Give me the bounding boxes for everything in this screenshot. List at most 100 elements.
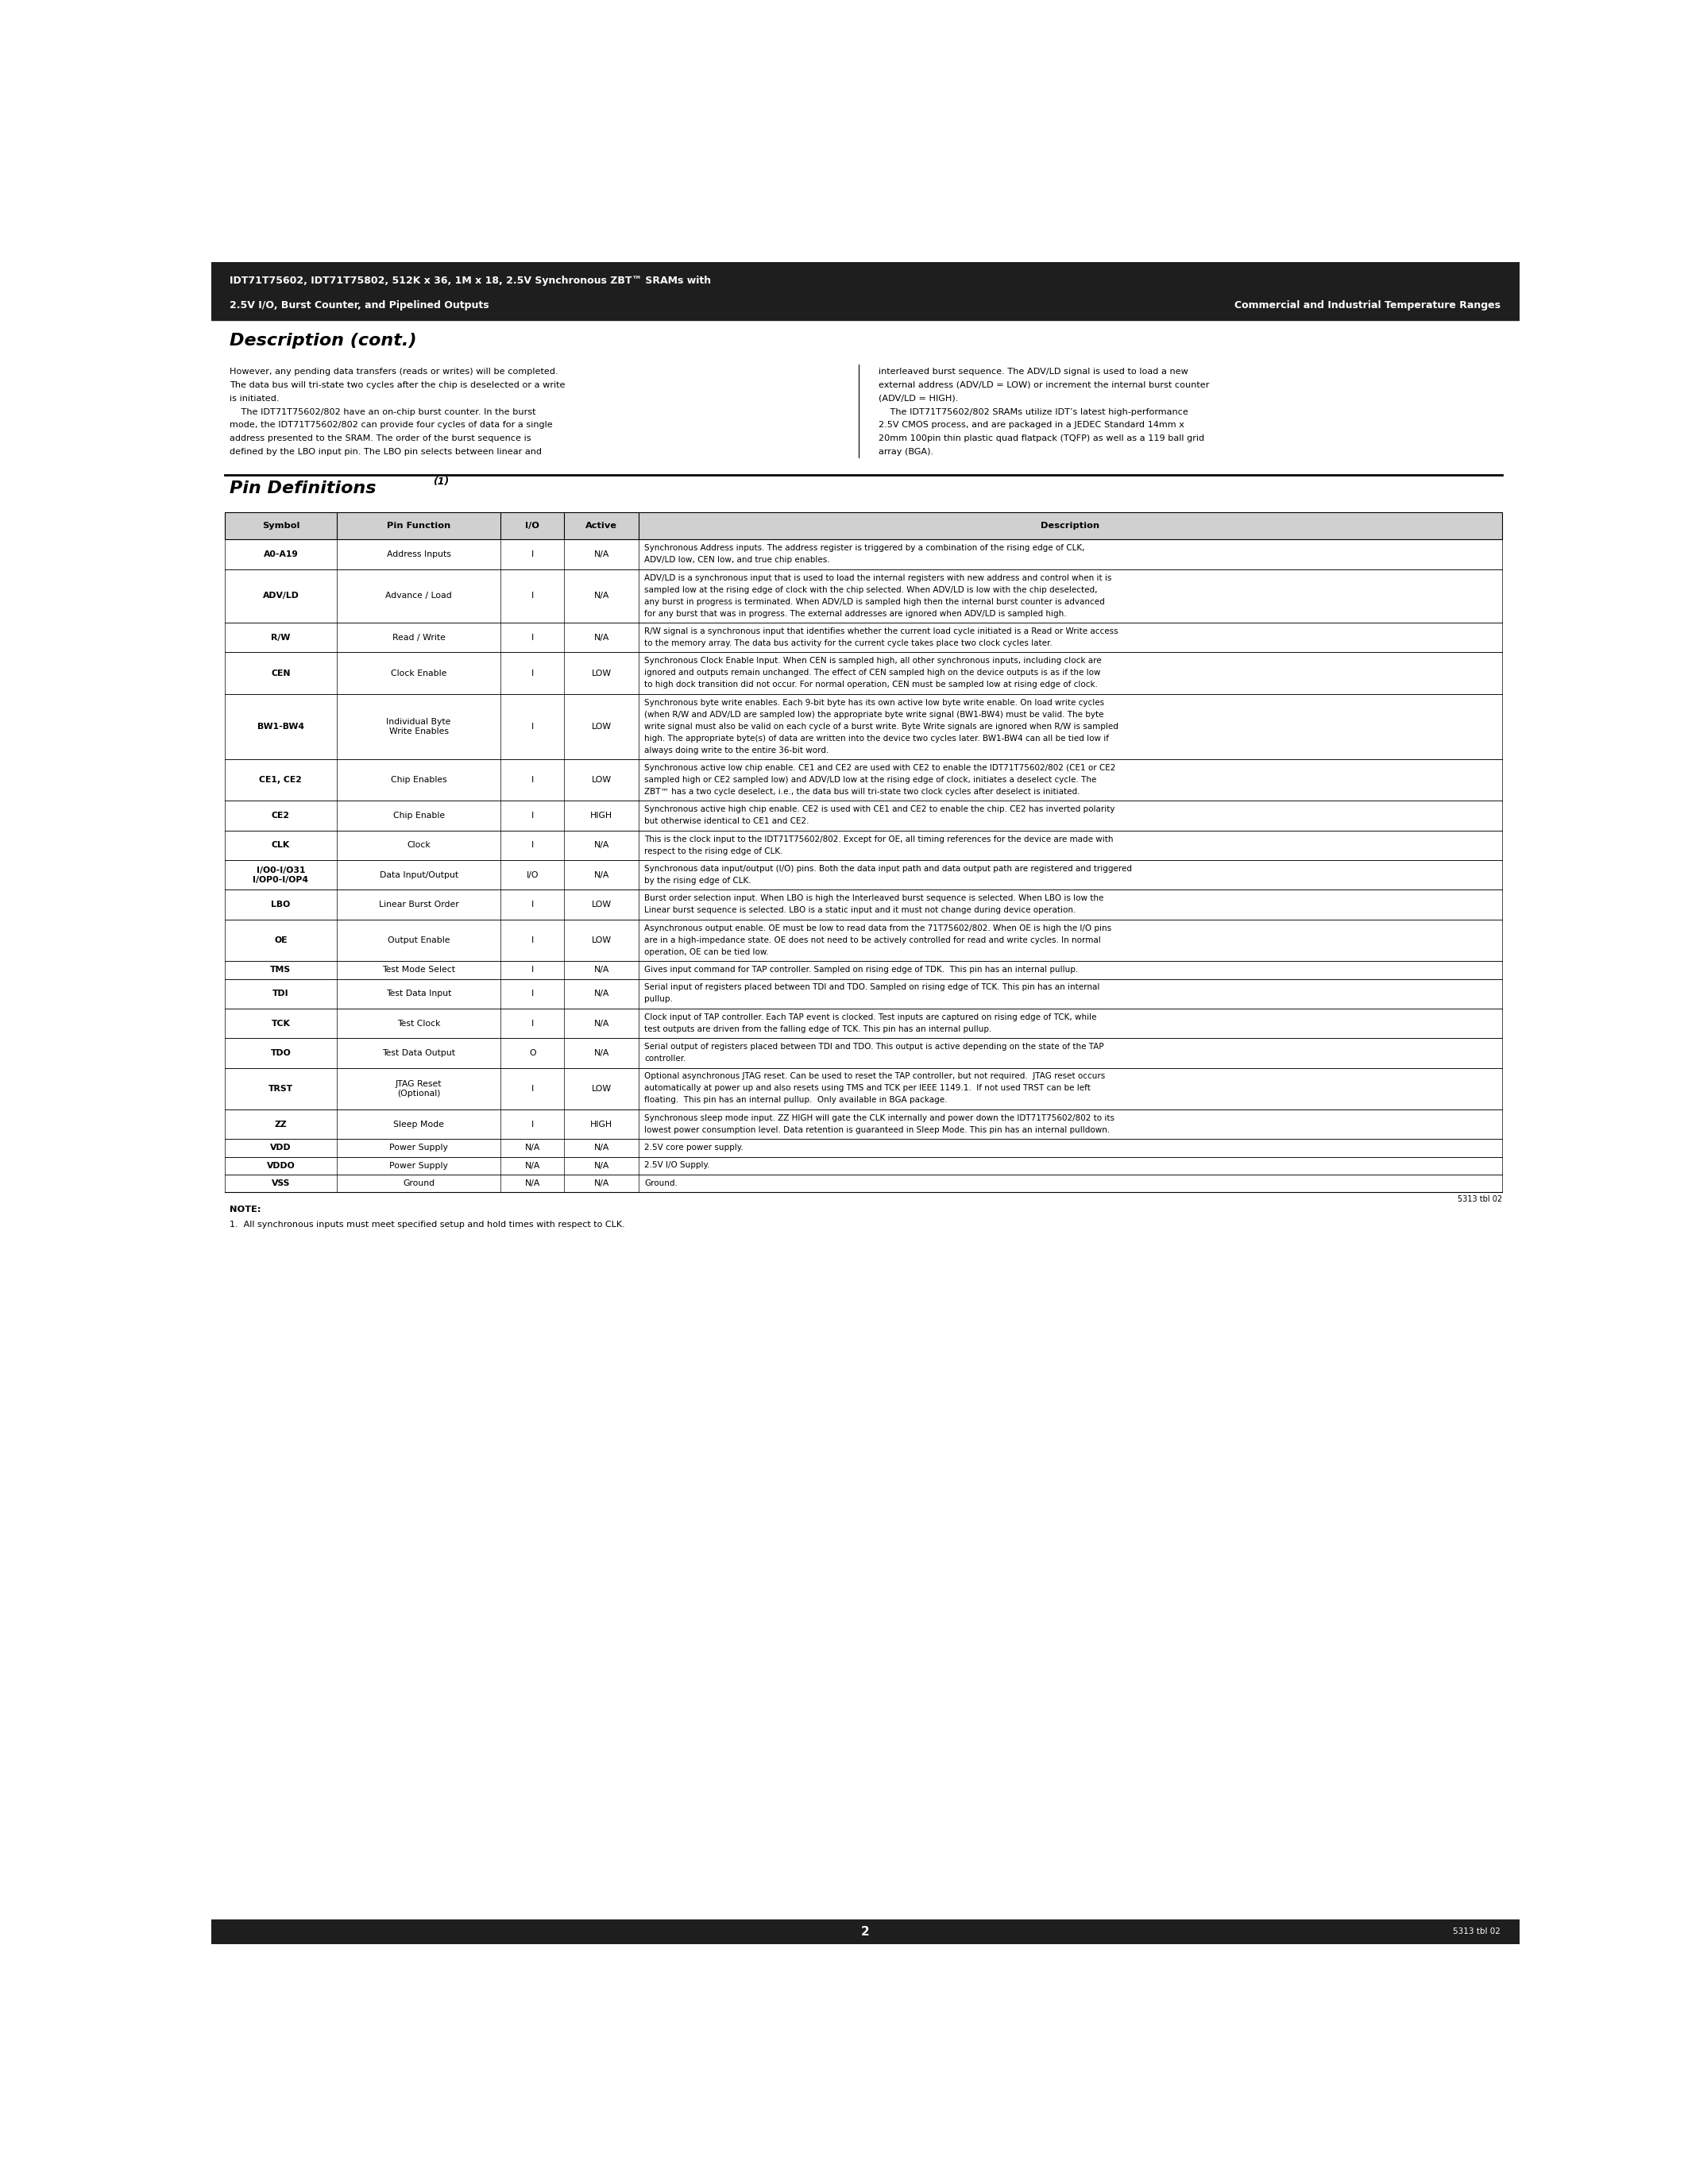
Text: Gives input command for TAP controller. Sampled on rising edge of TDK.  This pin: Gives input command for TAP controller. … [645,965,1079,974]
Text: I: I [532,550,533,559]
Text: defined by the LBO input pin. The LBO pin selects between linear and: defined by the LBO input pin. The LBO pi… [230,448,542,456]
Text: sampled low at the rising edge of clock with the chip selected. When ADV/LD is l: sampled low at the rising edge of clock … [645,585,1097,594]
Text: by the rising edge of CLK.: by the rising edge of CLK. [645,876,751,885]
Text: automatically at power up and also resets using TMS and TCK per IEEE 1149.1.  If: automatically at power up and also reset… [645,1085,1090,1092]
Text: Power Supply: Power Supply [390,1162,447,1171]
Text: Individual Byte
Write Enables: Individual Byte Write Enables [387,719,451,736]
Text: I: I [532,1120,533,1129]
Text: The data bus will tri-state two cycles after the chip is deselected or a write: The data bus will tri-state two cycles a… [230,382,565,389]
Text: 2.5V CMOS process, and are packaged in a JEDEC Standard 14mm x: 2.5V CMOS process, and are packaged in a… [879,422,1185,428]
Text: to the memory array. The data bus activity for the current cycle takes place two: to the memory array. The data bus activi… [645,640,1053,646]
Text: N/A: N/A [594,633,609,642]
Text: 2.5V I/O, Burst Counter, and Pipelined Outputs: 2.5V I/O, Burst Counter, and Pipelined O… [230,301,490,310]
Text: R/W: R/W [272,633,290,642]
Text: Sleep Mode: Sleep Mode [393,1120,444,1129]
Text: ADV/LD is a synchronous input that is used to load the internal registers with n: ADV/LD is a synchronous input that is us… [645,574,1112,581]
Text: operation, OE can be tied low.: operation, OE can be tied low. [645,948,770,957]
Text: Data Input/Output: Data Input/Output [380,871,457,878]
Text: ZZ: ZZ [275,1120,287,1129]
Text: 2.5V core power supply.: 2.5V core power supply. [645,1144,744,1151]
Text: floating.  This pin has an internal pullup.  Only available in BGA package.: floating. This pin has an internal pullu… [645,1096,947,1105]
Text: N/A: N/A [594,1144,609,1151]
Text: Clock: Clock [407,841,430,850]
Text: 1.  All synchronous inputs must meet specified setup and hold times with respect: 1. All synchronous inputs must meet spec… [230,1221,625,1230]
Text: IDT71T75602, IDT71T75802, 512K x 36, 1M x 18, 2.5V Synchronous ZBT™ SRAMs with: IDT71T75602, IDT71T75802, 512K x 36, 1M … [230,275,711,286]
Text: The IDT71T75602/802 have an on-chip burst counter. In the burst: The IDT71T75602/802 have an on-chip burs… [230,408,535,415]
Text: I: I [532,592,533,601]
Text: address presented to the SRAM. The order of the burst sequence is: address presented to the SRAM. The order… [230,435,532,443]
Text: Description (cont.): Description (cont.) [230,332,417,347]
Text: I/O0-I/O31
I/OP0-I/OP4: I/O0-I/O31 I/OP0-I/OP4 [253,867,309,885]
Text: Asynchronous output enable. OE must be low to read data from the 71T75602/802. W: Asynchronous output enable. OE must be l… [645,924,1112,933]
Text: 5313 tbl 02: 5313 tbl 02 [1457,1195,1502,1203]
Text: VDD: VDD [270,1144,292,1151]
Text: Output Enable: Output Enable [388,937,451,943]
Bar [225,830,1502,860]
Text: N/A: N/A [594,871,609,878]
Text: N/A: N/A [594,989,609,998]
Text: ZBT™ has a two cycle deselect, i.e., the data bus will tri-state two clock cycle: ZBT™ has a two cycle deselect, i.e., the… [645,788,1080,795]
Bar [225,802,1502,830]
Text: interleaved burst sequence. The ADV/LD signal is used to load a new: interleaved burst sequence. The ADV/LD s… [879,367,1188,376]
Bar [225,889,1502,919]
Text: N/A: N/A [594,1162,609,1171]
Text: Synchronous sleep mode input. ZZ HIGH will gate the CLK internally and power dow: Synchronous sleep mode input. ZZ HIGH wi… [645,1114,1114,1123]
Text: write signal must also be valid on each cycle of a burst write. Byte Write signa: write signal must also be valid on each … [645,723,1119,729]
Text: Synchronous byte write enables. Each 9-bit byte has its own active low byte writ: Synchronous byte write enables. Each 9-b… [645,699,1104,705]
Text: NOTE:: NOTE: [230,1206,262,1214]
Text: Synchronous data input/output (I/O) pins. Both the data input path and data outp: Synchronous data input/output (I/O) pins… [645,865,1133,874]
Text: N/A: N/A [525,1162,540,1171]
Text: Read / Write: Read / Write [392,633,446,642]
Text: I: I [532,937,533,943]
Text: LOW: LOW [591,1085,611,1092]
Text: 2: 2 [861,1926,869,1937]
Text: LBO: LBO [272,900,290,909]
Bar [225,919,1502,961]
Text: Clock input of TAP controller. Each TAP event is clocked. Test inputs are captur: Clock input of TAP controller. Each TAP … [645,1013,1097,1022]
Bar [225,1037,1502,1068]
Text: Burst order selection input. When LBO is high the Interleaved burst sequence is : Burst order selection input. When LBO is… [645,895,1104,902]
Text: Serial output of registers placed between TDI and TDO. This output is active dep: Serial output of registers placed betwee… [645,1042,1104,1051]
Bar [225,570,1502,622]
Text: lowest power consumption level. Data retention is guaranteed in Sleep Mode. This: lowest power consumption level. Data ret… [645,1127,1111,1133]
Text: are in a high-impedance state. OE does not need to be actively controlled for re: are in a high-impedance state. OE does n… [645,937,1101,943]
Text: Chip Enables: Chip Enables [390,775,447,784]
Text: The IDT71T75602/802 SRAMs utilize IDT’s latest high-performance: The IDT71T75602/802 SRAMs utilize IDT’s … [879,408,1188,415]
Bar [225,1009,1502,1037]
Text: N/A: N/A [594,841,609,850]
Text: I: I [532,841,533,850]
Text: I: I [532,1085,533,1092]
Text: array (BGA).: array (BGA). [879,448,933,456]
Text: always doing write to the entire 36-bit word.: always doing write to the entire 36-bit … [645,747,829,753]
Text: Ground.: Ground. [645,1179,679,1188]
Text: This is the clock input to the IDT71T75602/802. Except for OE, all timing refere: This is the clock input to the IDT71T756… [645,834,1114,843]
Text: Synchronous active high chip enable. CE2 is used with CE1 and CE2 to enable the : Synchronous active high chip enable. CE2… [645,806,1116,812]
Text: However, any pending data transfers (reads or writes) will be completed.: However, any pending data transfers (rea… [230,367,559,376]
Bar [211,1920,1519,1944]
Text: Description: Description [1041,522,1099,531]
Text: Advance / Load: Advance / Load [385,592,452,601]
Text: TDI: TDI [272,989,289,998]
Text: 2.5V I/O Supply.: 2.5V I/O Supply. [645,1162,711,1168]
Text: LOW: LOW [591,723,611,732]
Text: O: O [528,1048,535,1057]
Text: ADV/LD: ADV/LD [263,592,299,601]
Text: LOW: LOW [591,937,611,943]
Text: I: I [532,989,533,998]
Bar [225,1158,1502,1175]
Text: I: I [532,1020,533,1026]
Text: Synchronous active low chip enable. CE1 and CE2 are used with CE2 to enable the : Synchronous active low chip enable. CE1 … [645,764,1116,771]
Text: N/A: N/A [525,1144,540,1151]
Bar [225,1109,1502,1140]
Bar [225,1068,1502,1109]
Text: test outputs are driven from the falling edge of TCK. This pin has an internal p: test outputs are driven from the falling… [645,1024,993,1033]
Text: I: I [532,900,533,909]
Text: N/A: N/A [594,592,609,601]
Text: N/A: N/A [594,1048,609,1057]
Text: high. The appropriate byte(s) of data are written into the device two cycles lat: high. The appropriate byte(s) of data ar… [645,734,1109,743]
Text: CE2: CE2 [272,812,290,819]
Text: A0-A19: A0-A19 [263,550,299,559]
Text: OE: OE [273,937,287,943]
Text: Linear Burst Order: Linear Burst Order [378,900,459,909]
Text: Address Inputs: Address Inputs [387,550,451,559]
